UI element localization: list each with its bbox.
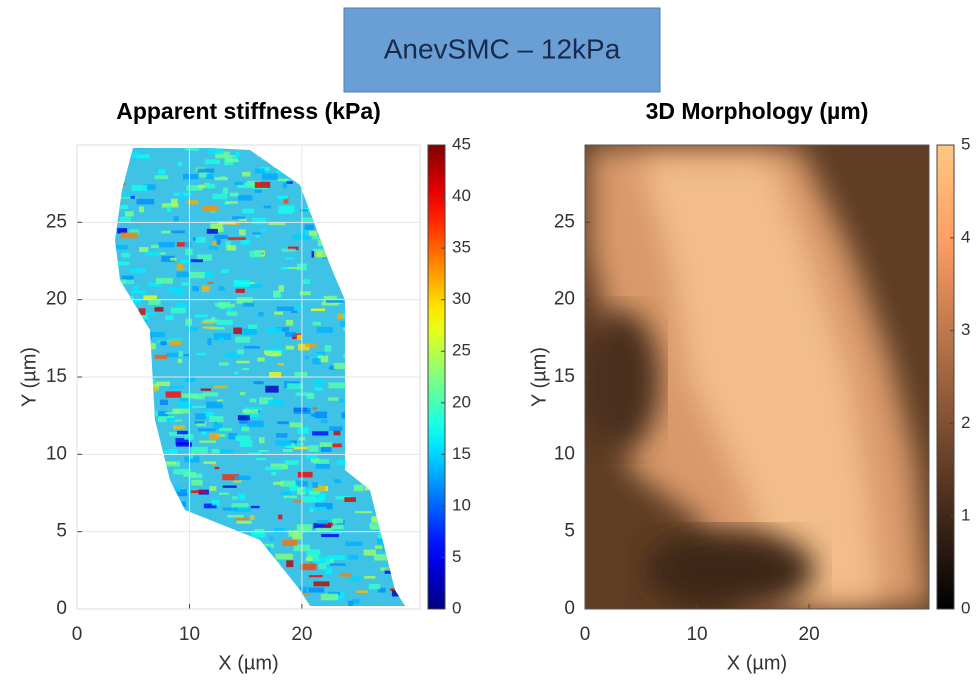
y-tick-label: 10 [46, 443, 67, 464]
y-tick-label: 20 [554, 289, 575, 310]
y-tick-label: 5 [564, 521, 575, 542]
x-tick-label: 20 [799, 624, 820, 645]
x-tick-label: 0 [580, 624, 591, 645]
y-tick-label: 0 [56, 598, 67, 619]
y-tick-label: 25 [554, 211, 575, 232]
colorbar-tick-label: 0 [452, 598, 461, 617]
colorbar-tick-label: 5 [452, 547, 461, 566]
colorbar-tick-label: 15 [452, 444, 471, 463]
x-axis-label: X (µm) [218, 652, 278, 674]
y-tick-label: 10 [554, 443, 575, 464]
y-tick-label: 0 [564, 598, 575, 619]
colorbar-tick-label: 2 [961, 413, 970, 432]
x-tick-label: 10 [686, 624, 707, 645]
colorbar-tick-label: 10 [452, 495, 471, 514]
panel-title: Apparent stiffness (kPa) [116, 98, 381, 124]
colorbar [427, 144, 446, 610]
panel-title: 3D Morphology (µm) [646, 98, 869, 124]
colorbar [936, 144, 955, 610]
morphology-map [585, 145, 929, 609]
x-tick-label: 10 [179, 624, 200, 645]
colorbar-tick-label: 3 [961, 320, 970, 339]
colorbar-tick-label: 5 [961, 134, 970, 153]
x-tick-label: 0 [72, 624, 83, 645]
axes-frame [76, 144, 421, 610]
y-tick-label: 5 [56, 521, 67, 542]
y-tick-label: 25 [46, 211, 67, 232]
x-tick-label: 20 [291, 624, 312, 645]
colorbar-tick-label: 40 [452, 186, 471, 205]
y-axis-label: Y (µm) [528, 347, 550, 407]
x-axis-label: X (µm) [727, 652, 787, 674]
colorbar-tick-label: 4 [961, 227, 970, 246]
colorbar-tick-label: 25 [452, 341, 471, 360]
header-box [343, 7, 661, 93]
colorbar-tick-label: 30 [452, 289, 471, 308]
colorbar-tick-label: 45 [452, 134, 471, 153]
colorbar-tick-label: 20 [452, 392, 471, 411]
header-title: AnevSMC – 12kPa [384, 33, 621, 64]
y-tick-label: 15 [46, 366, 67, 387]
axes-frame [584, 144, 930, 610]
y-tick-label: 20 [46, 289, 67, 310]
colorbar-tick-label: 35 [452, 238, 471, 257]
y-tick-label: 15 [554, 366, 575, 387]
y-axis-label: Y (µm) [18, 347, 40, 407]
colorbar-tick-label: 1 [961, 506, 970, 525]
colorbar-tick-label: 0 [961, 598, 970, 617]
